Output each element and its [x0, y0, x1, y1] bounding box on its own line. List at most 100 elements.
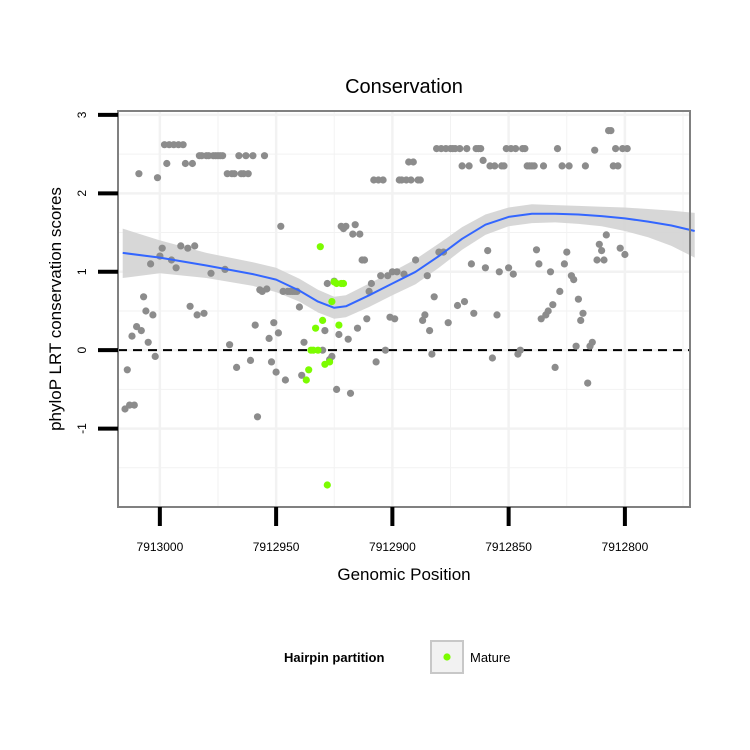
data-point [267, 358, 276, 366]
data-point [393, 268, 401, 276]
data-point [151, 352, 159, 360]
data-point [128, 332, 136, 340]
data-point [193, 311, 201, 319]
data-point [333, 385, 341, 393]
data-point [381, 346, 389, 354]
panel-background [118, 111, 690, 507]
data-point [521, 145, 529, 153]
data-point [260, 152, 269, 160]
data-point [346, 389, 355, 397]
data-point [572, 342, 580, 350]
y-axis: -1 0 1 2 3 [75, 111, 118, 434]
y-tick-label: 3 [75, 111, 89, 118]
data-point [602, 231, 610, 239]
data-point [509, 270, 517, 278]
smooth-line-group [122, 212, 695, 309]
legend-key-mature-dot [443, 653, 451, 661]
data-point [532, 246, 541, 254]
legend: Hairpin partition Mature [284, 640, 510, 674]
data-point [412, 256, 420, 264]
data-point [179, 141, 187, 149]
data-point [565, 162, 573, 170]
data-point [186, 302, 194, 310]
data-point [135, 170, 143, 178]
x-axis-label: Genomic Position [337, 565, 470, 584]
data-point [558, 162, 566, 170]
data-point [546, 268, 555, 276]
data-point [553, 145, 562, 153]
data-point [584, 379, 592, 387]
data-point [621, 250, 629, 259]
data-point [153, 174, 162, 182]
data-point [616, 244, 624, 252]
data-point [263, 285, 271, 293]
data-point [335, 330, 343, 339]
data-point [140, 293, 148, 301]
data-point [470, 309, 478, 317]
confidence-band-group [122, 204, 695, 319]
data-point [430, 293, 438, 301]
data-point [328, 352, 336, 360]
data-point [372, 358, 380, 366]
data-point [477, 145, 485, 153]
data-point [428, 350, 436, 358]
data-point [356, 230, 364, 238]
data-point [488, 354, 496, 362]
data-point [407, 176, 415, 184]
data-point [367, 279, 375, 288]
data-point [607, 127, 615, 135]
data-point [249, 152, 257, 160]
data-point [579, 309, 587, 317]
data-points [121, 127, 631, 489]
data-point [363, 315, 371, 323]
data-point [556, 287, 564, 295]
data-point [158, 244, 166, 252]
panel-border [117, 110, 691, 508]
data-point [591, 146, 599, 154]
mature-point [319, 316, 327, 324]
data-point [177, 242, 185, 250]
data-point [463, 145, 471, 153]
data-point [191, 242, 199, 250]
y-axis-label: phyloP LRT conservation scores [46, 187, 65, 431]
data-point [235, 152, 243, 160]
data-point [123, 366, 131, 374]
data-point [551, 363, 559, 371]
data-point [467, 260, 475, 268]
data-point [353, 324, 362, 332]
data-point [377, 272, 385, 280]
mature-point [312, 324, 320, 332]
data-point [133, 323, 141, 331]
data-point [511, 145, 520, 153]
x-tick-label: 7912850 [485, 540, 532, 554]
data-point [379, 176, 387, 184]
data-point [277, 222, 285, 230]
data-point [453, 301, 462, 310]
chart-title: Conservation [345, 76, 463, 98]
data-point [460, 298, 469, 306]
data-point [491, 162, 499, 170]
data-point [147, 260, 155, 268]
data-point [588, 338, 596, 346]
data-point [265, 334, 273, 342]
data-point [444, 319, 452, 327]
data-point [295, 303, 303, 311]
y-tick-label: 0 [75, 347, 89, 354]
plot-panel [117, 110, 695, 508]
mature-point [328, 298, 336, 306]
data-point [281, 376, 289, 384]
legend-title: Hairpin partition [284, 650, 384, 665]
data-point [421, 311, 429, 319]
data-point [549, 301, 557, 309]
mature-point [305, 366, 313, 374]
confidence-band [122, 204, 695, 319]
data-point [623, 145, 631, 153]
data-point [581, 162, 590, 170]
data-point [142, 307, 150, 315]
data-point [495, 268, 503, 276]
data-point [342, 222, 350, 230]
mature-point [326, 358, 334, 366]
data-point [274, 329, 282, 337]
data-point [600, 256, 608, 264]
data-point [612, 145, 620, 153]
